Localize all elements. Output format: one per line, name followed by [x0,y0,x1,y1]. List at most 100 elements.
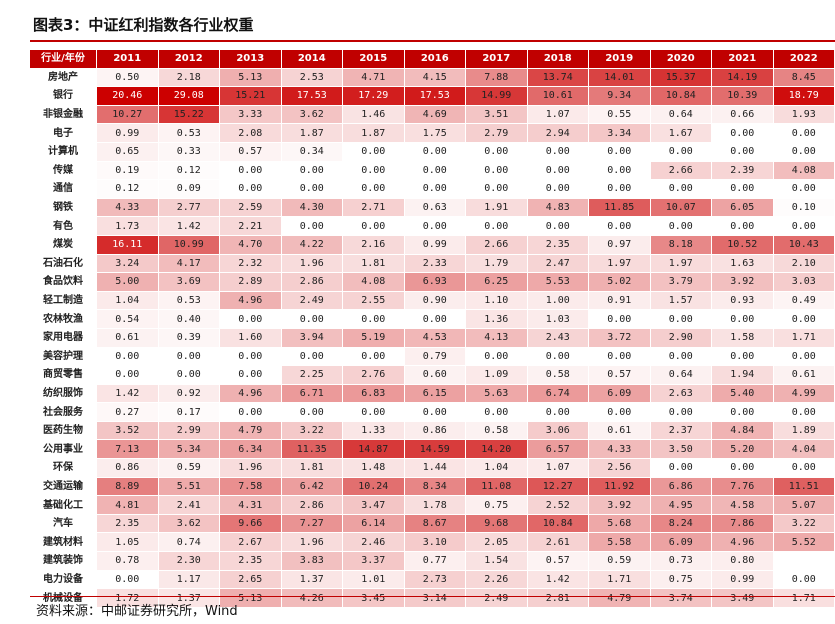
weight-cell: 3.92 [589,496,651,515]
table-row: 煤炭 16.11 10.99 4.70 4.22 2.16 0.99 2.66 2.35 0.97… [30,235,835,255]
weight-cell: 1.01 [343,570,405,590]
weight-cell: 4.81 [97,496,159,515]
weight-cell: 1.72 [97,589,159,608]
weight-cell: 0.00 [404,310,466,329]
table-row: 汽车 2.35 3.62 9.66 7.27 6.14 8.67 9.68 10.84 5.68 8… [30,514,835,534]
weight-cell: 3.83 [281,552,343,571]
weight-cell: 4.84 [712,421,774,441]
weight-cell: 10.52 [712,235,774,255]
weight-cell: 7.76 [712,477,774,497]
weight-cell: 3.14 [404,589,466,608]
weight-cell: 4.69 [404,105,466,125]
weight-cell: 15.22 [158,105,220,125]
weight-cell: 0.61 [97,328,159,348]
weight-cell: 4.33 [97,198,159,218]
weight-cell: 1.78 [404,496,466,515]
weight-cell: 4.96 [220,384,282,404]
weight-cell: 8.34 [404,477,466,497]
weight-cell: 1.46 [343,105,405,125]
weight-cell: 0.64 [650,366,712,385]
weight-cell: 1.93 [773,105,835,125]
weight-cell: 2.81 [527,589,589,608]
weight-cell: 4.04 [773,440,835,460]
weight-cell: 2.67 [220,533,282,553]
industry-label: 通信 [30,180,97,199]
weight-cell: 0.00 [343,161,405,181]
weight-cell: 0.00 [97,570,159,590]
weight-cell: 0.00 [343,347,405,367]
weight-cell: 0.53 [158,124,220,143]
industry-label: 家用电器 [30,328,97,348]
weight-cell: 1.81 [343,254,405,274]
weight-cell: 0.49 [773,291,835,311]
industry-label: 公用事业 [30,440,97,460]
header-year: 2014 [281,50,343,69]
weight-cell: 2.65 [220,570,282,590]
weight-cell: 10.99 [158,235,220,255]
header-year: 2017 [466,50,528,69]
weight-cell: 0.74 [158,533,220,553]
weight-cell: 8.45 [773,68,835,88]
weight-cell: 2.61 [527,533,589,553]
weight-cell: 0.00 [527,347,589,367]
weight-cell: 2.53 [281,68,343,88]
table-row: 纺织服饰 1.42 0.92 4.96 6.71 6.83 6.15 5.63 6.74 6.09… [30,384,835,404]
weight-cell: 0.39 [158,328,220,348]
weight-cell: 9.34 [589,87,651,106]
weight-cell: 6.83 [343,384,405,404]
weight-cell: 4.53 [404,328,466,348]
weight-cell: 0.86 [404,421,466,441]
weight-cell: 4.30 [281,198,343,218]
weight-cell: 14.01 [589,68,651,88]
industry-label: 机械设备 [30,589,97,608]
weight-cell: 2.26 [466,570,528,590]
weight-cell: 0.58 [466,421,528,441]
industry-label: 农林牧渔 [30,310,97,329]
weight-cell: 7.27 [281,514,343,534]
table-row: 钢铁 4.33 2.77 2.59 4.30 2.71 0.63 1.91 4.83 11.85 1… [30,198,835,218]
weight-cell: 5.13 [220,68,282,88]
header-year: 2022 [773,50,835,69]
weight-cell: 9.66 [220,514,282,534]
weight-cell: 1.89 [773,421,835,441]
weight-cell: 0.00 [220,180,282,199]
weight-cell: 8.24 [650,514,712,534]
weight-cell: 0.86 [97,459,159,478]
weight-cell: 1.05 [97,533,159,553]
weight-cell: 5.68 [589,514,651,534]
weight-cell: 3.24 [97,254,159,274]
weight-cell: 4.08 [773,161,835,181]
industry-label: 非银金融 [30,105,97,125]
weight-cell: 3.51 [466,105,528,125]
weight-cell: 3.06 [527,421,589,441]
weight-cell: 2.66 [650,161,712,181]
weight-cell: 0.99 [97,124,159,143]
industry-label: 计算机 [30,142,97,162]
industry-label: 纺织服饰 [30,384,97,404]
weight-cell: 2.39 [712,161,774,181]
weight-cell: 0.57 [527,552,589,571]
weight-cell: 3.69 [158,273,220,292]
weight-cell: 0.00 [343,403,405,422]
weight-cell: 0.61 [773,366,835,385]
weight-cell: 2.30 [158,552,220,571]
weight-cell: 0.00 [650,142,712,162]
table-row: 建筑材料 1.05 0.74 2.67 1.96 2.46 3.10 2.05 2.61 5.58… [30,533,835,553]
weight-cell: 3.62 [281,105,343,125]
weight-cell: 2.90 [650,328,712,348]
weight-cell: 0.00 [589,403,651,422]
weight-cell: 2.86 [281,273,343,292]
weight-cell: 2.55 [343,291,405,311]
weight-cell: 3.33 [220,105,282,125]
weight-cell: 2.32 [220,254,282,274]
table-row: 环保 0.86 0.59 1.96 1.81 1.48 1.44 1.04 1.07 2.56 0.… [30,459,835,478]
weight-cell: 2.73 [404,570,466,590]
table-row: 轻工制造 1.04 0.53 4.96 2.49 2.55 0.90 1.10 1.00 0.91… [30,291,835,311]
weight-cell: 8.89 [97,477,159,497]
weight-cell: 0.97 [589,235,651,255]
weight-cell: 0.00 [281,347,343,367]
industry-label: 建筑装饰 [30,552,97,571]
weight-cell: 11.08 [466,477,528,497]
table-row: 商贸零售 0.00 0.00 0.00 2.25 2.76 0.60 1.09 0.58 0.57… [30,366,835,385]
weight-cell: 6.05 [712,198,774,218]
